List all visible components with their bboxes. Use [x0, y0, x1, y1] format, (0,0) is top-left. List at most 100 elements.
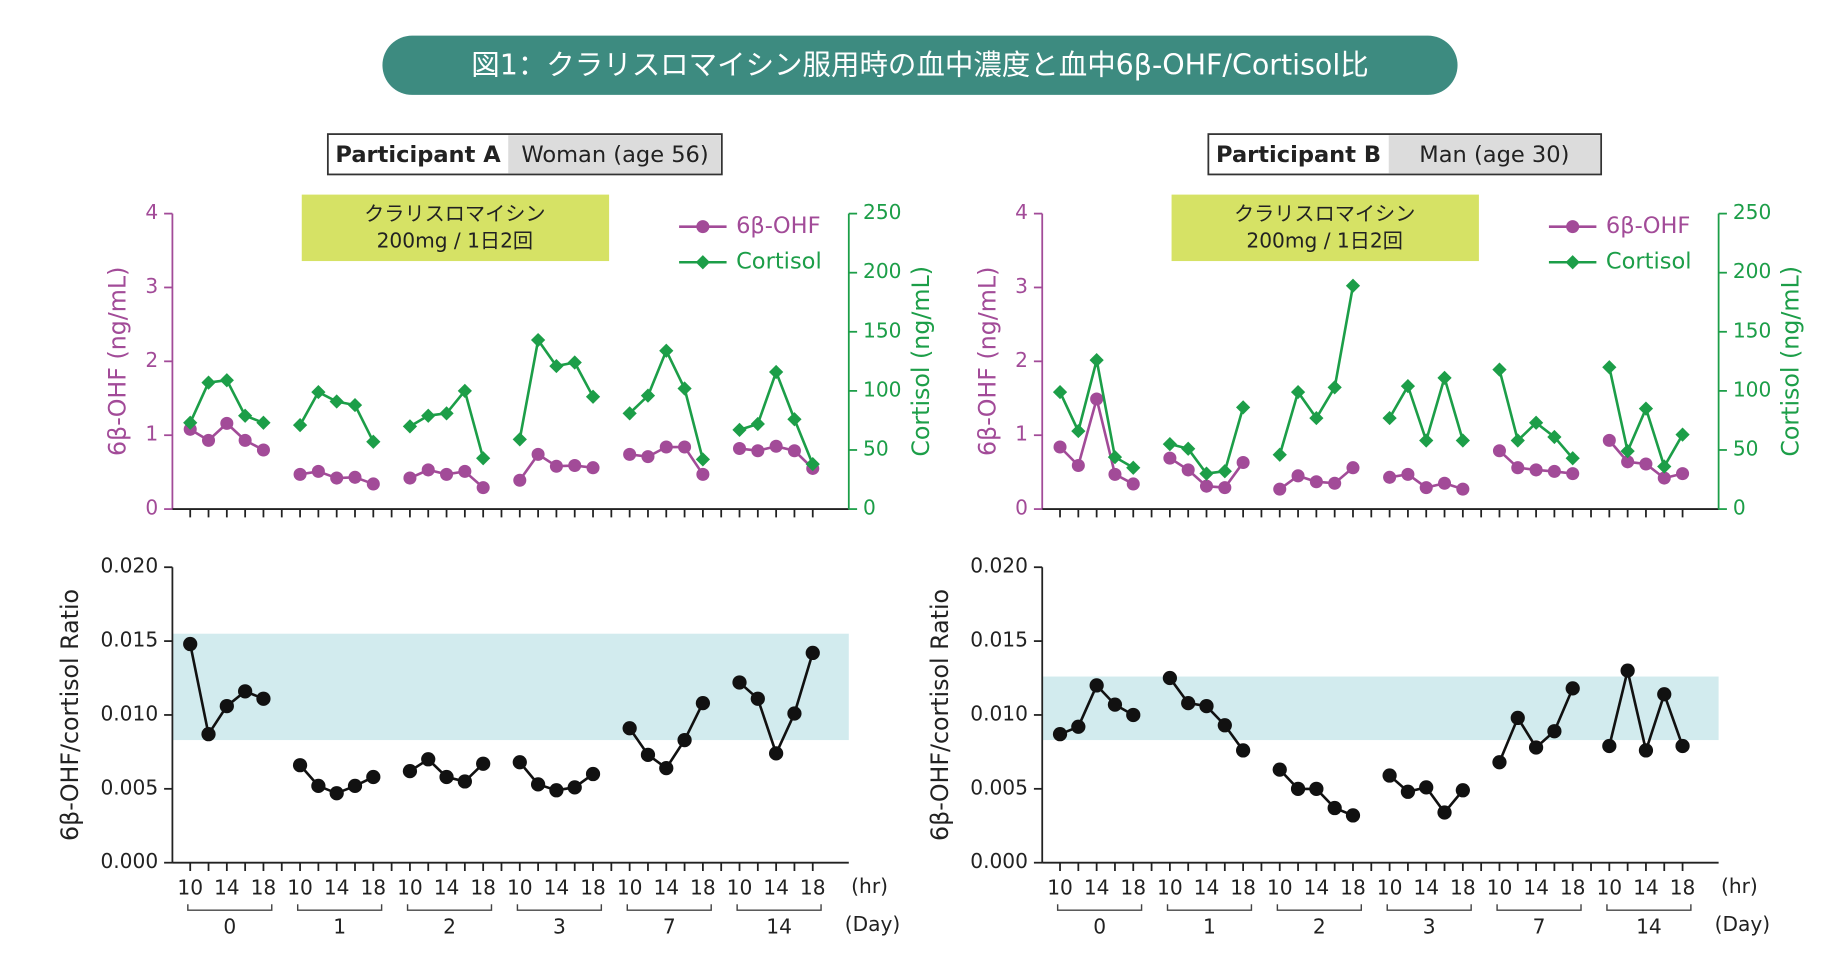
data-point — [1162, 670, 1178, 686]
x-tick-label: 10 — [1377, 875, 1403, 899]
data-point — [1547, 724, 1562, 739]
x-tick-label: 14 — [1523, 875, 1549, 899]
x-tick-label: 14 — [544, 875, 570, 899]
y-tick-label: 0.010 — [970, 701, 1028, 725]
data-point — [457, 774, 472, 789]
data-point — [1547, 464, 1561, 478]
data-point — [1382, 410, 1397, 426]
data-point — [1401, 467, 1415, 481]
data-point — [1163, 451, 1177, 465]
day-label: 14 — [1636, 914, 1662, 938]
data-point — [1126, 460, 1141, 475]
data-point — [201, 433, 216, 447]
data-point — [769, 746, 784, 761]
day-label: 2 — [443, 914, 456, 938]
participant-label: Participant A — [335, 142, 501, 168]
data-point — [1657, 459, 1672, 474]
y-tick-label: 0.005 — [100, 775, 158, 799]
y-axis-label: 6β-OHF/cortisol Ratio — [56, 589, 84, 841]
data-point — [329, 786, 344, 801]
day-bracket — [1166, 904, 1253, 911]
data-point — [1456, 482, 1470, 496]
x-tick-label: 18 — [800, 875, 826, 899]
data-point — [458, 464, 472, 478]
data-point — [1529, 463, 1543, 477]
data-point — [1383, 470, 1397, 484]
data-point — [1089, 678, 1104, 693]
data-point — [530, 777, 546, 792]
data-point — [1291, 469, 1305, 483]
day-label: 1 — [1203, 914, 1216, 938]
data-point — [769, 439, 783, 453]
annotation-text: クラリスロマイシン — [1234, 201, 1415, 225]
legend-marker — [695, 255, 710, 270]
x-tick-label: 18 — [1450, 875, 1476, 899]
x-tick-label: 10 — [1267, 875, 1293, 899]
day-bracket — [1056, 904, 1143, 911]
data-point — [1528, 415, 1544, 430]
data-point — [457, 383, 472, 399]
data-point — [1566, 467, 1580, 481]
series-line — [1058, 285, 1684, 475]
y-tick-label: 0.010 — [100, 701, 158, 725]
data-point — [256, 415, 271, 430]
data-point — [1052, 727, 1068, 742]
series-line — [189, 421, 814, 489]
data-point — [1272, 447, 1287, 462]
data-point — [1327, 380, 1342, 395]
x-tick-label: 14 — [1084, 875, 1110, 899]
x-tick-label: 10 — [727, 875, 753, 899]
data-point — [1547, 429, 1562, 445]
data-point — [256, 443, 270, 457]
y-tick-label: 0.000 — [100, 849, 158, 873]
y2-axis-label: Cortisol (ng/mL) — [1777, 266, 1805, 457]
data-point — [732, 422, 747, 438]
data-point — [769, 364, 784, 380]
data-point — [292, 758, 308, 773]
data-point — [348, 470, 362, 484]
day-unit: (Day) — [1715, 912, 1771, 936]
annotation-box — [1171, 194, 1479, 262]
x-tick-label: 18 — [360, 875, 386, 899]
title-pill — [382, 35, 1458, 95]
data-point — [347, 778, 363, 793]
day-bracket — [1606, 904, 1692, 911]
legend-marker — [1566, 220, 1580, 234]
data-point — [1107, 449, 1123, 465]
x-tick-label: 18 — [1120, 875, 1146, 899]
data-point — [732, 675, 747, 690]
x-tick-label: 18 — [690, 875, 716, 899]
data-point — [439, 406, 454, 421]
legend-label: Cortisol — [1606, 249, 1692, 275]
data-point — [659, 343, 674, 358]
y2-axis-label: Cortisol (ng/mL) — [907, 266, 935, 457]
data-point — [677, 732, 692, 748]
data-point — [623, 447, 637, 461]
data-point — [219, 698, 234, 714]
data-point — [1602, 360, 1617, 375]
x-unit: (hr) — [851, 874, 888, 898]
x-tick-label: 18 — [1230, 875, 1256, 899]
data-point — [1438, 476, 1452, 490]
data-point — [1455, 783, 1470, 798]
y2-tick-label: 150 — [1733, 318, 1771, 342]
y-tick-label: 0.015 — [970, 628, 1028, 652]
data-point — [201, 727, 216, 742]
data-point — [256, 691, 271, 706]
data-point — [1217, 718, 1232, 733]
data-point — [567, 355, 582, 370]
data-point — [1602, 433, 1616, 447]
legend-label: 6β-OHF — [736, 213, 820, 239]
y-tick-label: 4 — [145, 200, 158, 224]
data-point — [1621, 455, 1635, 469]
profile-label: Woman (age 56) — [521, 142, 708, 168]
data-point — [402, 419, 418, 434]
data-point — [476, 451, 491, 466]
x-tick-label: 18 — [1340, 875, 1366, 899]
data-point — [1290, 781, 1306, 796]
data-point — [1419, 481, 1433, 495]
y-tick-label: 3 — [1015, 274, 1028, 298]
data-point — [1510, 710, 1525, 726]
data-point — [183, 415, 198, 430]
y2-tick-label: 50 — [1733, 436, 1759, 460]
